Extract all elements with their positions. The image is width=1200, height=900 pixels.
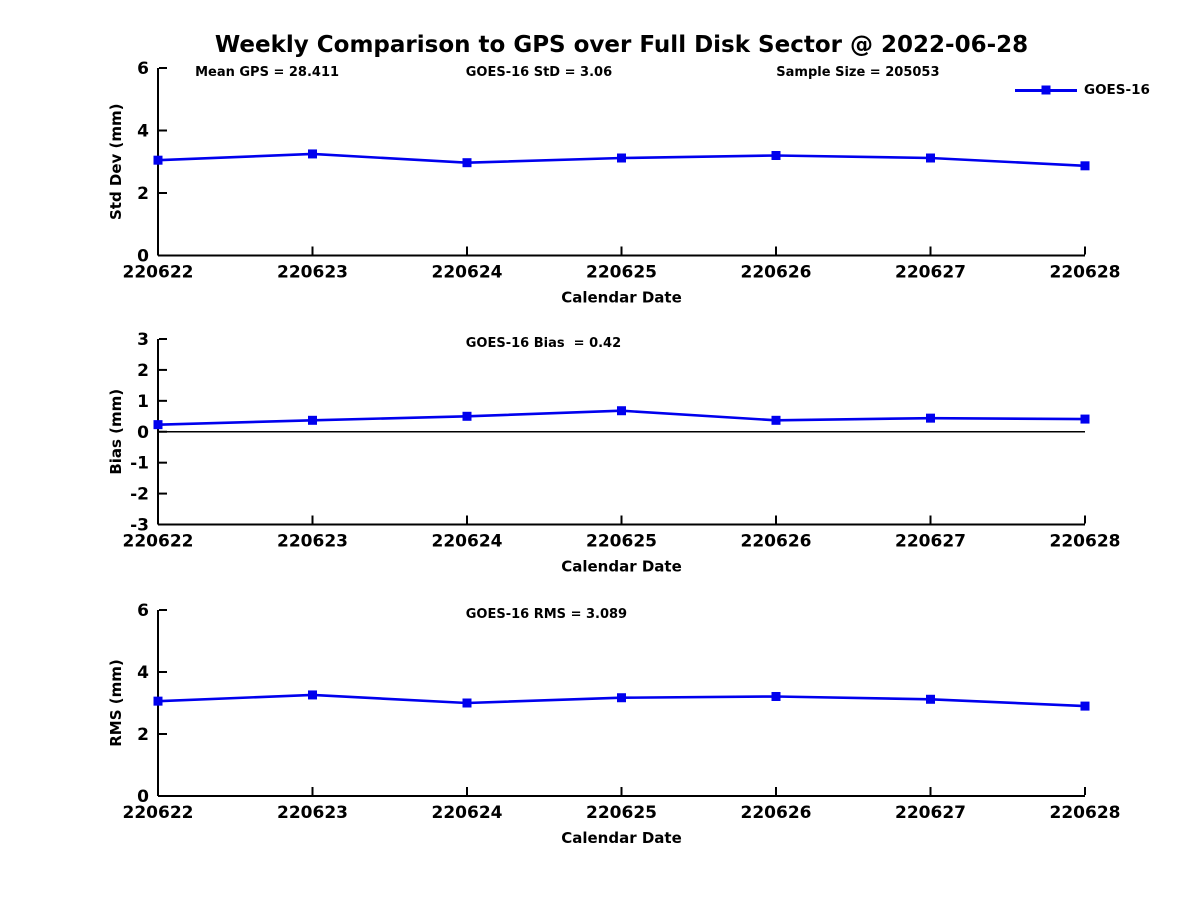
x-tick-label: 220624 xyxy=(432,532,503,552)
data-point-marker xyxy=(308,415,317,425)
x-tick-label: 220625 xyxy=(586,532,657,552)
data-point-marker xyxy=(617,406,626,416)
x-tick-label: 220623 xyxy=(277,803,348,823)
y-tick-label: 6 xyxy=(137,59,149,79)
data-point-marker xyxy=(1080,414,1090,424)
x-tick-label: 220625 xyxy=(586,263,657,283)
y-tick-label: 3 xyxy=(137,330,149,350)
data-point-marker xyxy=(926,413,935,423)
x-tick-label: 220627 xyxy=(895,803,966,823)
x-axis-title: Calendar Date xyxy=(561,289,682,307)
x-tick-label: 220627 xyxy=(895,532,966,552)
x-tick-label: 220627 xyxy=(895,263,966,283)
legend-label: GOES-16 xyxy=(1084,82,1150,98)
legend-square-marker-icon xyxy=(1041,85,1051,95)
data-point-marker xyxy=(462,411,472,421)
x-tick-label: 220625 xyxy=(586,803,657,823)
x-tick-label: 220624 xyxy=(432,263,503,283)
data-point-marker xyxy=(462,698,472,708)
data-point-marker xyxy=(771,151,781,160)
y-tick-label: 2 xyxy=(137,361,149,381)
y-tick-label: -3 xyxy=(130,516,149,536)
x-axis-title: Calendar Date xyxy=(561,829,682,847)
data-point-marker xyxy=(153,420,163,430)
data-point-marker xyxy=(771,691,781,701)
x-tick-label: 220626 xyxy=(741,803,812,823)
annotation: GOES-16 Bias = 0.42 xyxy=(466,336,621,351)
y-tick-label: 0 xyxy=(137,787,149,807)
y-axis-title: Std Dev (mm) xyxy=(107,103,125,220)
annotation: Sample Size = 205053 xyxy=(776,65,939,80)
x-tick-label: 220628 xyxy=(1050,532,1121,552)
x-tick-label: 220622 xyxy=(123,263,194,283)
data-point-marker xyxy=(1080,161,1090,171)
y-tick-label: 4 xyxy=(137,663,149,683)
y-tick-label: -1 xyxy=(130,454,149,474)
data-point-marker xyxy=(462,158,472,168)
legend: GOES-16 xyxy=(1015,82,1150,98)
x-tick-label: 220626 xyxy=(741,263,812,283)
legend-line-sample xyxy=(1015,85,1077,95)
figure-title: Weekly Comparison to GPS over Full Disk … xyxy=(214,32,1029,58)
x-tick-label: 220623 xyxy=(277,263,348,283)
y-tick-label: 4 xyxy=(137,122,149,142)
x-tick-label: 220623 xyxy=(277,532,348,552)
y-tick-label: 2 xyxy=(137,725,149,745)
annotation: Mean GPS = 28.411 xyxy=(195,65,339,80)
data-point-marker xyxy=(617,153,626,163)
y-tick-label: 0 xyxy=(137,247,149,267)
annotation: GOES-16 RMS = 3.089 xyxy=(466,607,627,622)
x-tick-label: 220622 xyxy=(123,532,194,552)
y-tick-label: 6 xyxy=(137,601,149,621)
data-point-marker xyxy=(308,149,317,159)
data-point-marker xyxy=(153,696,163,706)
y-tick-label: 0 xyxy=(137,423,149,443)
y-axis-title: RMS (mm) xyxy=(107,659,125,746)
y-axis-title: Bias (mm) xyxy=(107,389,125,475)
x-tick-label: 220624 xyxy=(432,803,503,823)
annotation: GOES-16 StD = 3.06 xyxy=(466,65,612,80)
x-tick-label: 220628 xyxy=(1050,263,1121,283)
data-point-marker xyxy=(926,694,935,704)
y-tick-label: 2 xyxy=(137,184,149,204)
x-axis-title: Calendar Date xyxy=(561,558,682,576)
x-tick-label: 220626 xyxy=(741,532,812,552)
data-point-marker xyxy=(1080,701,1090,711)
x-tick-label: 220628 xyxy=(1050,803,1121,823)
y-tick-label: -2 xyxy=(130,485,149,505)
data-point-marker xyxy=(926,153,935,163)
data-point-marker xyxy=(308,690,317,700)
x-tick-label: 220622 xyxy=(123,803,194,823)
data-point-marker xyxy=(771,415,781,425)
y-tick-label: 1 xyxy=(137,392,149,412)
data-point-marker xyxy=(153,155,163,165)
data-point-marker xyxy=(617,693,626,703)
